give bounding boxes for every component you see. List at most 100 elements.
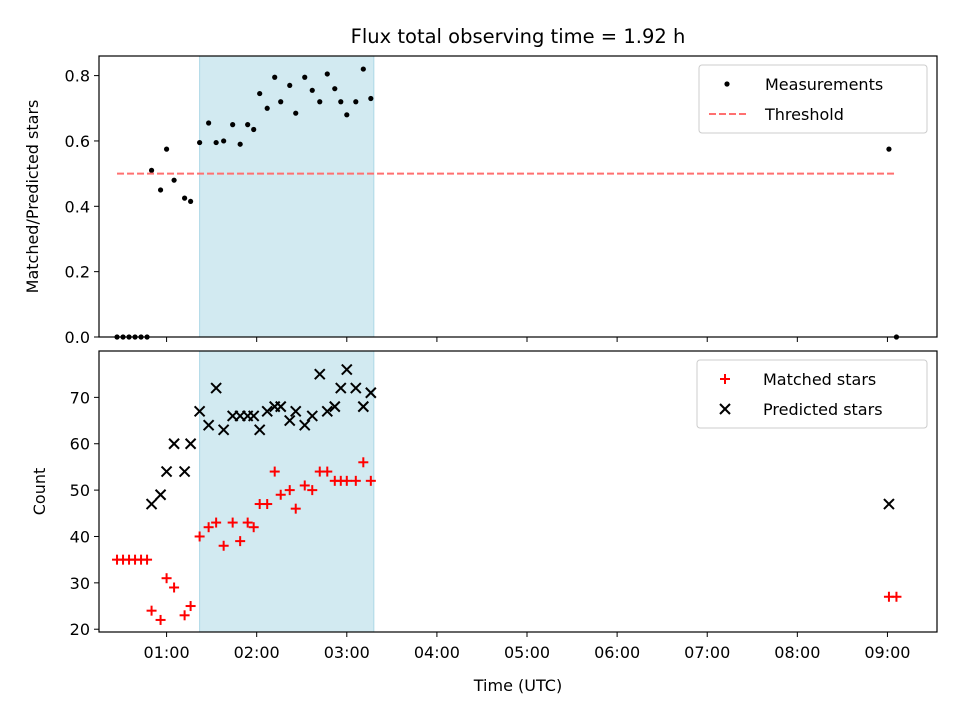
data-point — [178, 465, 191, 478]
x-b — [883, 498, 895, 510]
data-point — [353, 99, 359, 105]
data-point — [168, 438, 180, 450]
data-point — [184, 438, 197, 450]
data-point — [160, 465, 173, 478]
data-point — [338, 99, 344, 105]
y-tick-label: 20 — [70, 620, 90, 639]
data-point — [194, 531, 205, 542]
data-point — [247, 410, 260, 422]
data-point — [145, 498, 158, 510]
data-point — [275, 400, 287, 413]
x-b — [314, 368, 326, 380]
y-tick-label: 0.2 — [65, 263, 90, 282]
data-point — [321, 405, 333, 417]
y-tick-label: 0.6 — [65, 132, 90, 151]
series-predicted-stars — [145, 363, 895, 510]
legend-box — [696, 359, 928, 429]
data-point — [217, 424, 230, 436]
x-tick-label: 06:00 — [594, 643, 640, 662]
x-b — [275, 400, 287, 413]
data-point — [293, 110, 299, 116]
data-point — [306, 410, 318, 422]
data-point — [182, 195, 188, 201]
y-tick-label: 50 — [70, 481, 90, 500]
data-point — [253, 424, 266, 436]
data-point — [329, 400, 341, 413]
data-point — [365, 475, 376, 486]
x-tick-label: 02:00 — [234, 643, 280, 662]
data-point — [202, 419, 215, 431]
data-point — [360, 66, 366, 72]
legend-label: Matched stars — [763, 370, 876, 389]
data-point — [290, 503, 301, 514]
data-point — [309, 87, 315, 93]
legend-label: Threshold — [764, 105, 844, 124]
y-axis-label: Matched/Predicted stars — [23, 100, 42, 294]
data-point — [269, 466, 280, 477]
data-point — [264, 105, 270, 111]
y-tick-label: 30 — [70, 574, 90, 593]
x-b — [253, 424, 266, 436]
data-point — [213, 139, 219, 146]
legend: Matched stars Predicted stars — [696, 359, 928, 429]
x-b — [202, 419, 215, 431]
data-point — [146, 605, 157, 616]
observing-window-band — [199, 350, 375, 633]
x-tick-label: 09:00 — [864, 643, 910, 662]
series-matched-stars — [112, 457, 902, 625]
x-b — [321, 405, 333, 417]
y-tick-label: 0.4 — [65, 197, 90, 216]
x-b — [154, 489, 167, 501]
data-point — [188, 198, 194, 205]
data-point — [299, 480, 310, 491]
legend: Measurements Threshold — [698, 64, 928, 134]
data-point — [284, 414, 296, 427]
x-b — [290, 405, 302, 417]
data-point — [335, 382, 347, 394]
legend-label: Measurements — [765, 75, 883, 94]
x-b — [365, 387, 377, 399]
data-point — [227, 517, 238, 528]
y-tick-label: 40 — [70, 527, 90, 546]
data-point — [350, 382, 362, 394]
x-b — [341, 363, 353, 376]
data-point — [148, 167, 155, 173]
x-tick-label: 05:00 — [504, 643, 550, 662]
data-point — [163, 146, 170, 152]
chart-title: Flux total observing time = 1.92 h — [351, 25, 686, 48]
data-point — [142, 554, 153, 565]
data-point — [341, 475, 352, 486]
data-point — [218, 540, 229, 551]
data-point — [161, 573, 172, 584]
data-point — [302, 74, 308, 80]
data-point — [886, 146, 892, 152]
legend-label: Predicted stars — [763, 400, 883, 419]
data-point — [272, 74, 278, 80]
data-point — [206, 120, 212, 126]
data-point — [287, 82, 293, 89]
data-point — [179, 610, 190, 621]
data-point — [350, 475, 361, 486]
x-b — [299, 419, 311, 431]
data-point — [314, 368, 326, 380]
data-point — [154, 489, 167, 501]
x-b — [247, 410, 260, 422]
data-point — [157, 187, 164, 193]
data-point — [171, 177, 177, 183]
x-b — [210, 382, 222, 394]
data-point — [365, 387, 377, 399]
data-point — [262, 499, 273, 510]
data-point — [221, 138, 227, 144]
data-point — [307, 485, 318, 496]
data-point — [275, 489, 286, 500]
top-panel: 0.0 0.2 0.4 0.6 0.8 Matched/Predicted stars Fl… — [23, 25, 938, 347]
x-tick-label: 08:00 — [774, 643, 820, 662]
data-point — [169, 582, 180, 593]
x-axis-label: Time (UTC) — [473, 676, 562, 695]
x-b — [329, 400, 341, 413]
x-tick-label: 07:00 — [684, 643, 730, 662]
data-point — [211, 517, 222, 528]
x-b — [284, 414, 296, 427]
data-point — [235, 536, 246, 547]
data-point — [344, 112, 350, 118]
